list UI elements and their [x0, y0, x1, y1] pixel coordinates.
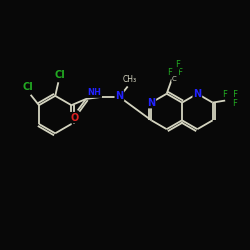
Text: C: C — [172, 76, 176, 82]
Text: N: N — [193, 89, 202, 99]
Text: N: N — [147, 98, 156, 108]
Text: F  F: F F — [223, 90, 238, 99]
Text: F  F: F F — [168, 68, 182, 78]
Text: F: F — [232, 99, 237, 108]
Text: O: O — [70, 113, 79, 123]
Text: Cl: Cl — [22, 82, 33, 92]
Text: CH₃: CH₃ — [123, 75, 137, 84]
Text: NH: NH — [88, 88, 101, 97]
Text: F: F — [175, 60, 180, 69]
Text: N: N — [115, 91, 124, 101]
Text: Cl: Cl — [54, 70, 65, 80]
